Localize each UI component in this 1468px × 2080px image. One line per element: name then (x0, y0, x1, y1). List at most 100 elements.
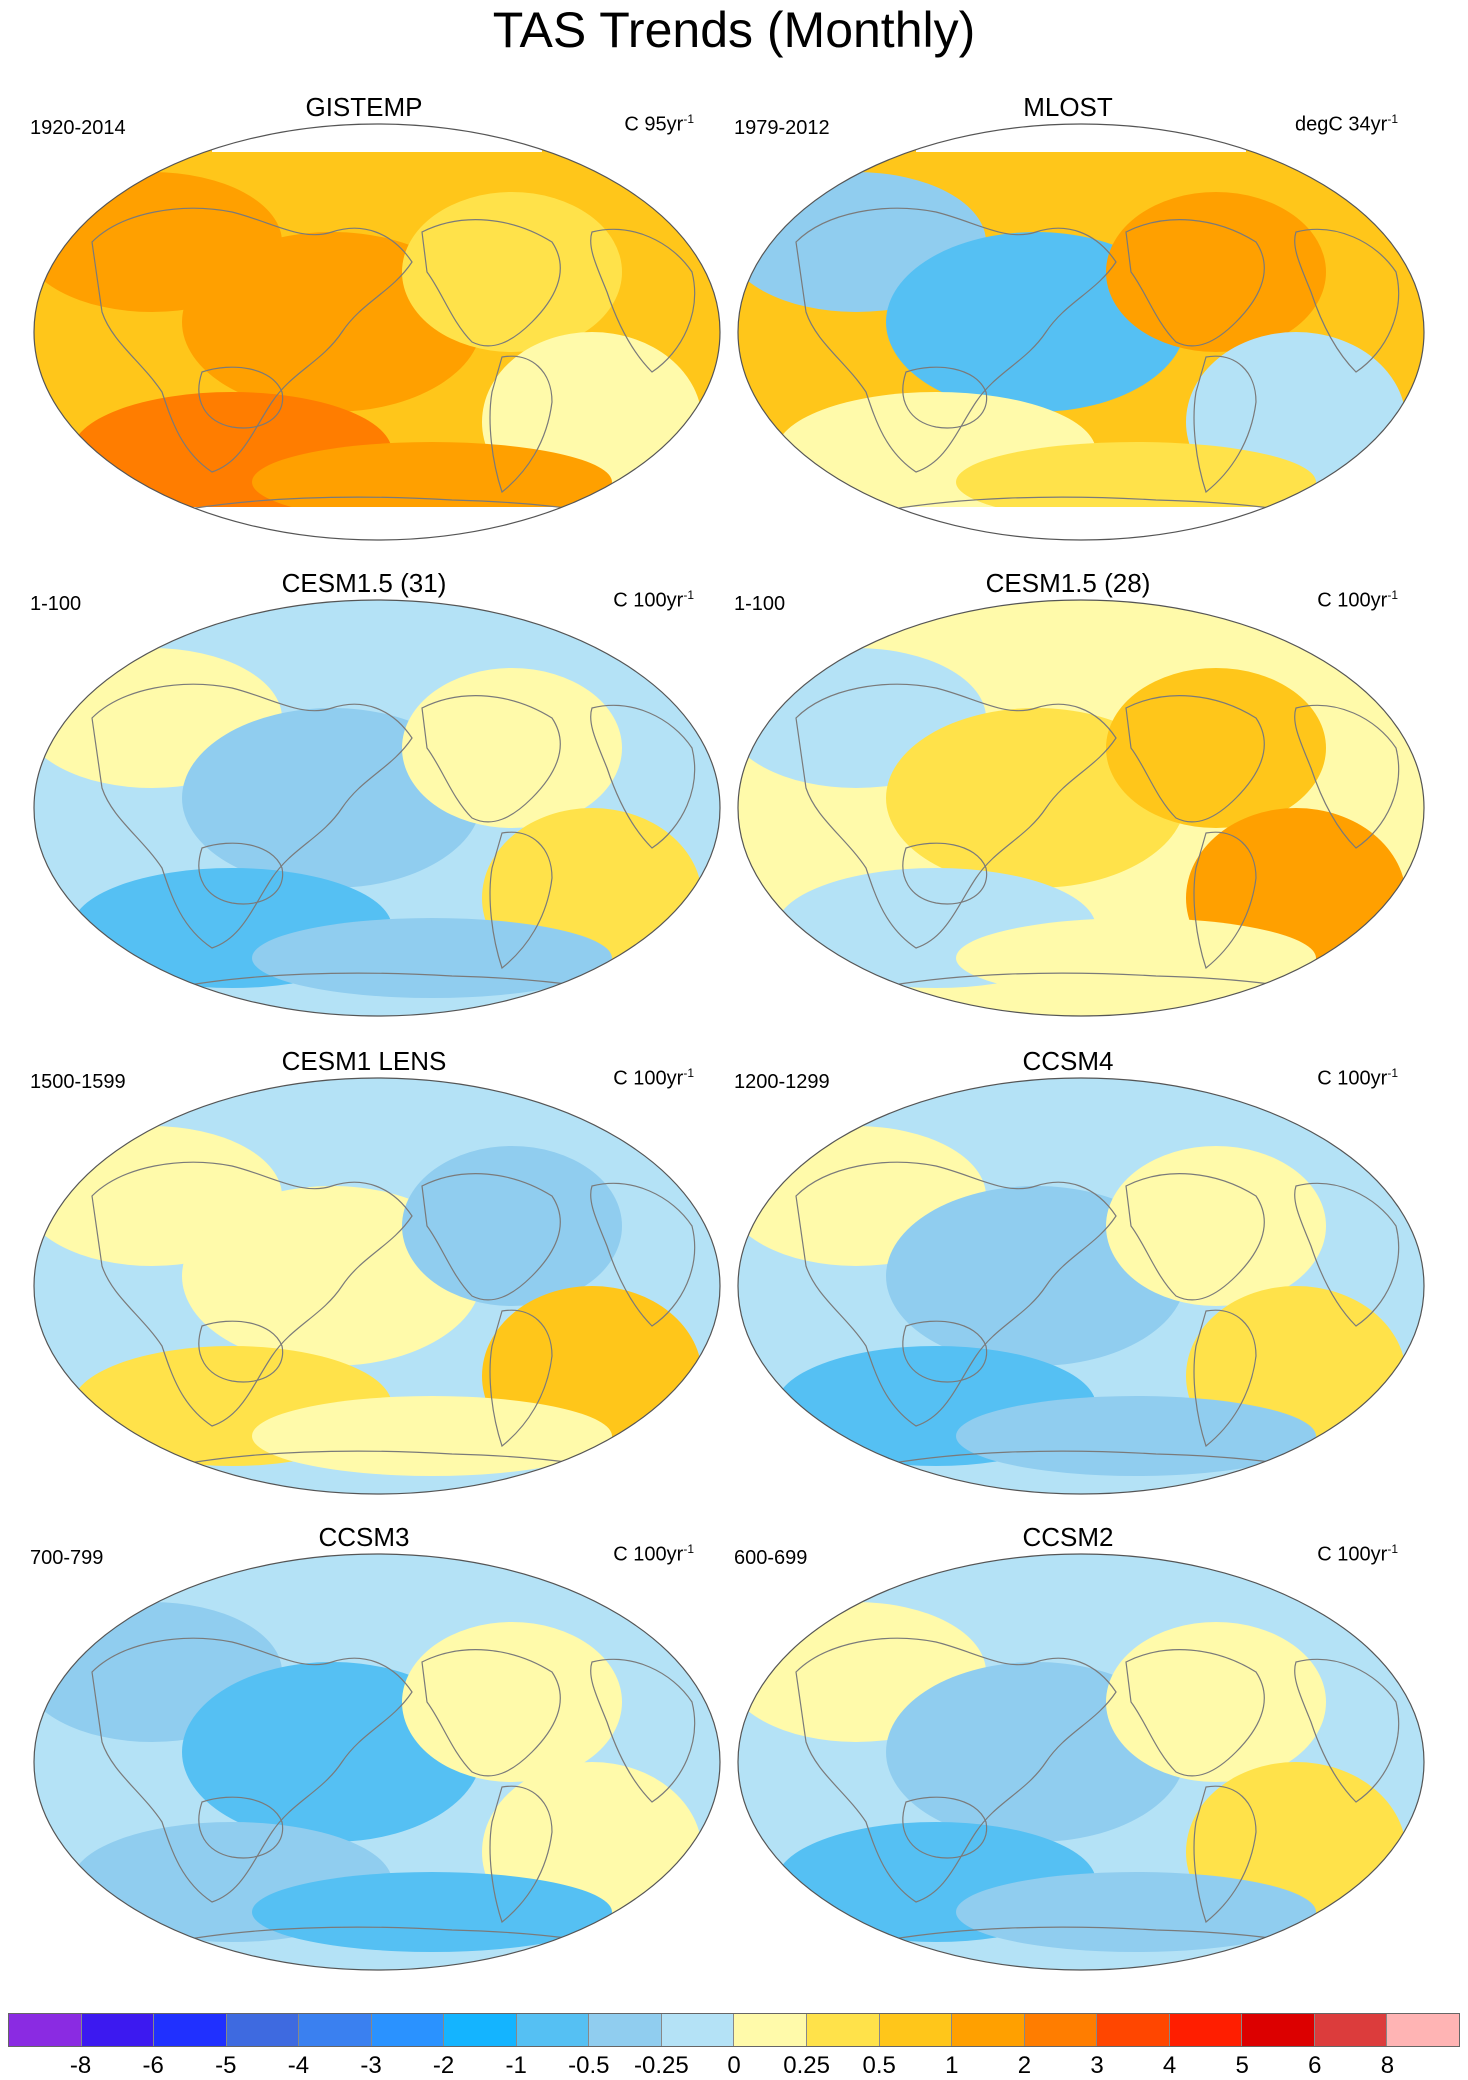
panel-title: CCSM2 (1022, 1522, 1114, 1552)
map-border (737, 123, 1425, 541)
trend-region (402, 1622, 622, 1782)
colorbar-tick-label: -4 (287, 2052, 310, 2079)
world-map (737, 1553, 1425, 1971)
panel-period: 1500-1599 (30, 1071, 126, 1093)
colorbar-swatch (444, 2014, 517, 2046)
figure-title: TAS Trends (Monthly) (492, 2, 976, 58)
map-panel: CCSM2 600-699 C 100yr-1 (718, 1522, 1425, 1992)
coastline (421, 1649, 561, 1777)
coastline (91, 1637, 413, 1903)
trend-region (956, 1872, 1316, 1952)
units-text: C 100yr (1317, 1543, 1388, 1566)
world-map (33, 1077, 721, 1495)
coastline (489, 355, 553, 494)
coastline (902, 1320, 988, 1383)
map-panel: CESM1.5 (31) 1-100 C 100yr-1 (14, 568, 721, 1038)
trend-region (402, 668, 622, 828)
panel-title: GISTEMP (305, 92, 423, 122)
map-panel: MLOST 1979-2012 degC 34yr-1 (718, 92, 1425, 562)
units-text: degC 34yr (1295, 113, 1388, 136)
colorbar-tick-label: 4 (1162, 2052, 1177, 2079)
colorbar-swatch (734, 2014, 808, 2046)
units-text: C 100yr (613, 1067, 684, 1090)
coastline (795, 207, 1117, 473)
colorbar-tick-label: 0 (727, 2052, 741, 2079)
panel-units: degC 34yr-1 (1295, 112, 1398, 137)
units-exponent: -1 (1387, 588, 1398, 602)
colorbar-swatch (589, 2014, 662, 2046)
panel-title: CESM1.5 (31) (281, 568, 447, 598)
map-panel: CCSM4 1200-1299 C 100yr-1 (718, 1046, 1425, 1516)
units-text: C 100yr (613, 1543, 684, 1566)
colorbar-tick-label: 8 (1380, 2052, 1395, 2079)
trend-region (252, 1872, 612, 1952)
units-text: C 100yr (1317, 1067, 1388, 1090)
coastline (489, 1785, 553, 1924)
trend-region (1106, 668, 1326, 828)
colorbar-swatch (226, 2014, 300, 2046)
coastline (421, 695, 561, 823)
colorbar-swatch (807, 2014, 880, 2046)
colorbar-tick-label: 1 (945, 2052, 959, 2079)
panel-units: C 100yr-1 (1317, 1542, 1398, 1567)
panel-period: 700-799 (30, 1547, 104, 1569)
trend-region (1106, 1146, 1326, 1306)
coastline (1294, 1658, 1400, 1803)
map-border (33, 1553, 721, 1971)
coastline (1125, 1649, 1265, 1777)
trend-region (252, 1396, 612, 1476)
coastline (1294, 704, 1400, 849)
coastline (590, 1658, 696, 1803)
world-map (33, 1553, 721, 1971)
colorbar-swatch (154, 2014, 227, 2046)
panel-title: CESM1.5 (28) (985, 568, 1151, 598)
map-border (33, 123, 721, 541)
colorbar-tick-label: -0.25 (634, 2052, 689, 2079)
trend-region (1106, 1622, 1326, 1782)
world-map (737, 1077, 1425, 1495)
panel-period: 600-699 (734, 1547, 808, 1569)
coastline (1193, 355, 1257, 494)
colorbar-swatch (9, 2014, 82, 2046)
coastline (1193, 831, 1257, 970)
colorbar-tick-label: -8 (69, 2052, 92, 2079)
colorbar-tick-label: -1 (505, 2052, 527, 2079)
world-map (737, 599, 1425, 1017)
world-map (33, 599, 721, 1017)
panel-units: C 100yr-1 (613, 1066, 694, 1091)
coastline (198, 842, 284, 905)
coastline (1294, 1182, 1400, 1327)
panel-units: C 100yr-1 (613, 1542, 694, 1567)
units-exponent: -1 (1387, 1542, 1398, 1556)
map-panel: CCSM3 700-799 C 100yr-1 (14, 1522, 721, 1992)
map-panel: GISTEMP 1920-2014 C 95yr-1 (14, 92, 721, 562)
map-panel: CESM1.5 (28) 1-100 C 100yr-1 (718, 568, 1425, 1038)
coastline (795, 683, 1117, 949)
coastline (1125, 219, 1265, 347)
map-panel: CESM1 LENS 1500-1599 C 100yr-1 (14, 1046, 721, 1516)
world-map (737, 123, 1425, 541)
trend-region (956, 918, 1316, 998)
units-exponent: -1 (683, 588, 694, 602)
panel-units: C 100yr-1 (1317, 588, 1398, 613)
coastline (590, 228, 696, 373)
coastline (902, 1796, 988, 1859)
colorbar-swatch (1314, 2014, 1388, 2046)
world-map (33, 123, 721, 541)
panel-title: MLOST (1023, 92, 1113, 122)
colorbar-tick-label: 0.25 (783, 2052, 830, 2079)
trend-region (956, 1396, 1316, 1476)
colorbar-labels: -8 -6 -5 -4 -3 -2 -1 -0.5 -0.25 0 0.25 0.5 1 2 3 4 5 6 8 (8, 2052, 1460, 2079)
trend-region (1106, 192, 1326, 352)
coastline (1193, 1785, 1257, 1924)
coastline (91, 683, 413, 949)
missing-data (916, 124, 1246, 152)
coastline (902, 366, 988, 429)
coastline (590, 1182, 696, 1327)
map-border (737, 599, 1425, 1017)
colorbar-tick-label: 5 (1235, 2052, 1249, 2079)
units-exponent: -1 (683, 1542, 694, 1556)
colorbar-swatch (1242, 2014, 1315, 2046)
colorbar-swatch (299, 2014, 372, 2046)
missing-data (212, 124, 542, 152)
